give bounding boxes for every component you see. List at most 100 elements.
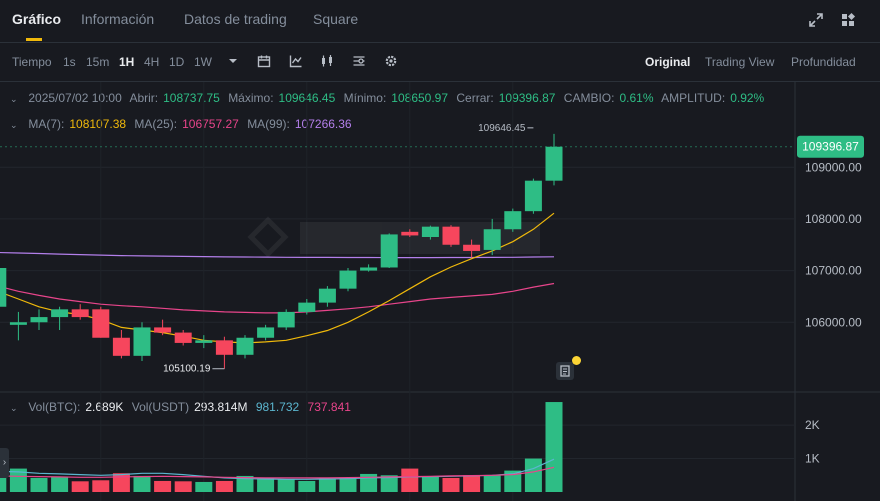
price-tick-label: 107000.00: [805, 264, 862, 278]
candle-body: [421, 226, 439, 237]
drawing-tools-icon[interactable]: [352, 54, 366, 68]
ma7-label: MA(7):: [28, 117, 65, 131]
candle-type-icon[interactable]: [320, 54, 334, 68]
volume-collapse-chevron-icon[interactable]: ⌄: [10, 403, 18, 413]
candle-body: [339, 270, 357, 289]
interval-1h[interactable]: 1H: [119, 55, 135, 69]
tab-square[interactable]: Square: [313, 11, 359, 27]
tab-datos-de-trading[interactable]: Datos de trading: [184, 11, 287, 27]
vol-usdt-label: Vol(USDT): [131, 400, 190, 414]
vol-btc-label: Vol(BTC):: [28, 400, 81, 414]
candle-body: [0, 268, 7, 307]
notes-icon[interactable]: [556, 362, 574, 380]
volume-bars: [0, 402, 563, 492]
low-label: Mínimo:: [343, 91, 387, 105]
volume-bar: [545, 402, 563, 492]
settings-icon[interactable]: [384, 54, 398, 68]
ma99-value: 107266.36: [294, 117, 352, 131]
more-intervals-dropdown-icon[interactable]: [226, 54, 240, 68]
scroll-left-handle[interactable]: ›: [0, 448, 9, 478]
ma7-line: [0, 212, 555, 344]
amplitude-value: 0.92%: [730, 91, 765, 105]
volume-bar: [277, 479, 295, 492]
price-markers: 109646.45 105100.19 109396.87: [0, 123, 864, 375]
ma25-value: 106757.27: [182, 117, 239, 131]
ma-collapse-chevron-icon[interactable]: ⌄: [10, 120, 18, 130]
volume-tick-label: 2K: [805, 418, 820, 432]
candle-body: [277, 311, 295, 328]
grid: [0, 82, 880, 501]
volume-bar: [215, 480, 233, 492]
candle-body: [380, 234, 398, 268]
current-price-tag: [797, 135, 864, 158]
ma99-label: MA(99):: [247, 117, 290, 131]
layout-icon[interactable]: [840, 12, 856, 28]
volume-bar: [257, 477, 275, 492]
amplitude-label: AMPLITUD:: [661, 91, 726, 105]
volume-bar: [92, 480, 110, 492]
candle-body: [257, 327, 275, 338]
candle-body: [236, 337, 254, 355]
vol-usdt-value: 293.814M: [194, 400, 248, 414]
price-tick-label: 106000.00: [805, 315, 862, 329]
top-tab-bar: Gráfico Información Datos de trading Squ…: [0, 0, 880, 42]
tab-separator: [0, 42, 880, 43]
volume-bar: [380, 475, 398, 492]
indicator-icon[interactable]: [289, 54, 303, 68]
vol-ma-b-value: 737.841: [307, 400, 351, 414]
view-trading-view[interactable]: Trading View: [705, 55, 775, 69]
calendar-icon[interactable]: [257, 54, 271, 68]
change-value: 0.61%: [619, 91, 654, 105]
volume-bar: [483, 475, 501, 492]
price-tick-label: 109000.00: [805, 160, 862, 174]
view-original[interactable]: Original: [645, 55, 691, 69]
volume-bar: [9, 468, 27, 492]
watermark-logo: [247, 216, 540, 258]
interval-4h[interactable]: 4H: [144, 55, 160, 69]
interval-1w[interactable]: 1W: [194, 55, 212, 69]
tab-grafico[interactable]: Gráfico: [12, 11, 62, 27]
candle-date: 2025/07/02 10:00: [28, 91, 122, 105]
volume-ma-lines: [0, 458, 555, 480]
current-price-label: 109396.87: [802, 140, 859, 154]
open-label: Abrir:: [129, 91, 159, 105]
axis-labels: 106000.00 107000.00 108000.00 109000.00 1K 2K: [805, 160, 862, 465]
candle-body: [504, 211, 522, 230]
high-label: Máximo:: [228, 91, 274, 105]
low-value: 108650.97: [391, 91, 449, 105]
ma-legend: ⌄ MA(7): 108107.38 MA(25): 106757.27 MA(99…: [10, 117, 357, 131]
candle-body: [360, 267, 378, 271]
candle-body: [215, 340, 233, 355]
interval-1d[interactable]: 1D: [169, 55, 185, 69]
volume-bar: [51, 476, 69, 492]
candle-body: [154, 327, 172, 333]
interval-15m[interactable]: 15m: [86, 55, 110, 69]
volume-legend: ⌄ Vol(BTC): 2.689K Vol(USDT) 293.814M 981.…: [10, 400, 356, 414]
view-profundidad[interactable]: Profundidad: [791, 55, 856, 69]
volume-ma-b-line: [0, 466, 555, 479]
high-marker-label: 109646.45: [478, 123, 526, 134]
ma-lines: [0, 212, 555, 344]
candle-body: [401, 231, 419, 236]
candle-body: [92, 309, 110, 338]
volume-bar: [463, 475, 481, 492]
candles: [0, 133, 563, 369]
volume-bar: [195, 481, 213, 492]
chart-toolbar: Tiempo 1s 15m 1H 4H 1D 1W Original Tradi…: [0, 44, 880, 78]
collapse-chevron-icon[interactable]: ⌄: [10, 94, 18, 104]
ma99-line: [0, 251, 555, 259]
volume-bar: [401, 468, 419, 492]
interval-1s[interactable]: 1s: [63, 55, 76, 69]
close-value: 109396.87: [498, 91, 556, 105]
tab-informacion[interactable]: Información: [81, 11, 155, 27]
volume-bar: [71, 481, 89, 492]
volume-bar: [236, 475, 254, 492]
expand-icon[interactable]: [808, 12, 824, 28]
toolbar-separator: [0, 81, 880, 82]
low-marker-label: 105100.19: [163, 364, 211, 375]
open-value: 108737.75: [163, 91, 220, 105]
ohlc-legend: ⌄ 2025/07/02 10:00 Abrir: 108737.75 Máxim…: [10, 91, 769, 105]
candle-body: [463, 244, 481, 251]
notification-dot: [572, 356, 581, 365]
candle-body: [112, 337, 130, 356]
